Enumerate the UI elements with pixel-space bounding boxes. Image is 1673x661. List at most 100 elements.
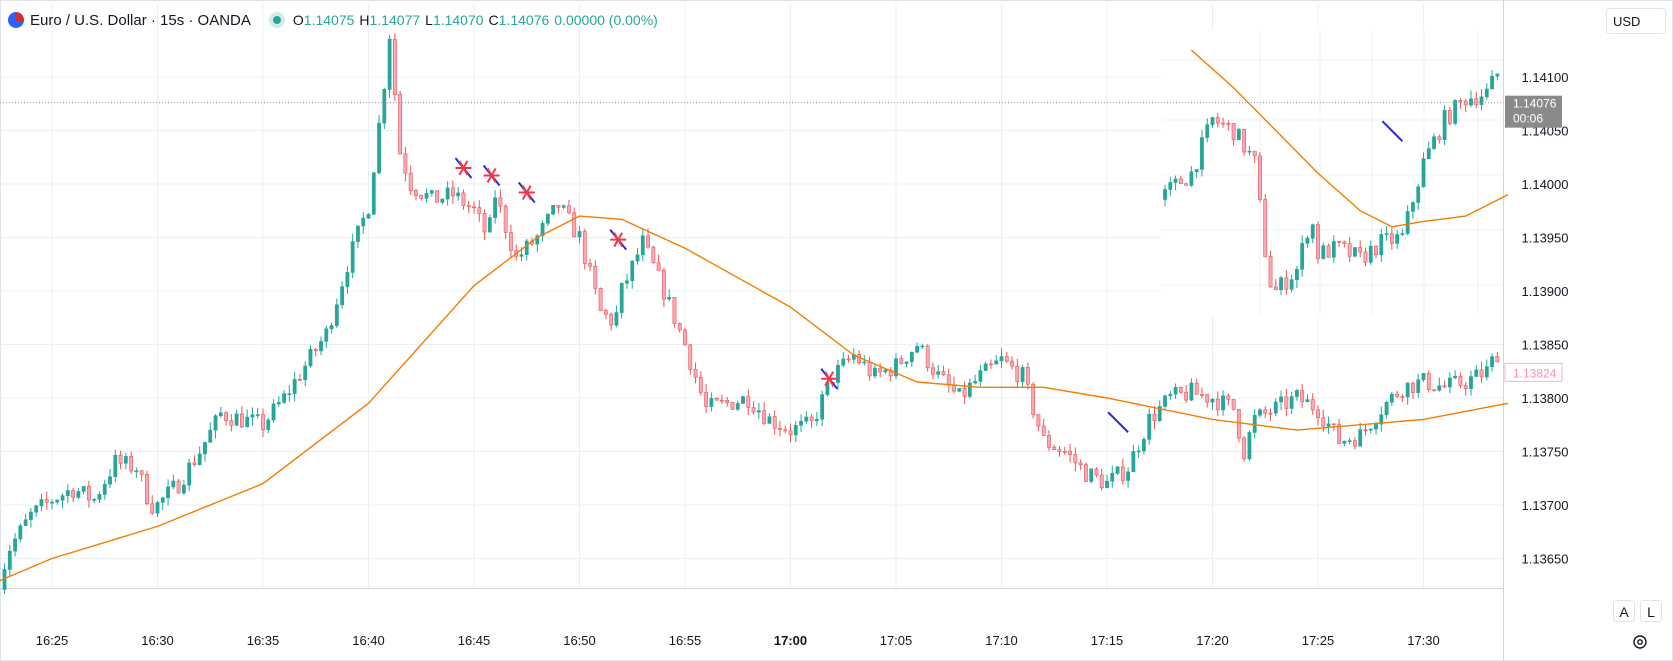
candle (39, 493, 44, 512)
candle-body (957, 388, 962, 392)
candle-body (181, 484, 186, 494)
candle-body (524, 240, 529, 255)
symbol-title[interactable]: Euro / U.S. Dollar · 15s · OANDA (30, 11, 251, 29)
candle (224, 411, 228, 426)
candle-body (577, 231, 582, 238)
candle-body (319, 341, 323, 352)
candle (1036, 414, 1041, 431)
candle (1163, 394, 1167, 410)
candle-body (1321, 245, 1326, 259)
candle (1089, 468, 1094, 484)
candle-body (1168, 182, 1173, 190)
candle-body (1474, 369, 1479, 377)
candle (308, 345, 313, 368)
candle-body (171, 480, 176, 488)
candle-body (967, 382, 972, 397)
market-status-icon[interactable] (272, 16, 281, 24)
candle (276, 396, 281, 407)
candle (1289, 274, 1294, 293)
candle (688, 344, 693, 375)
log-scale-button[interactable]: L (1640, 600, 1662, 622)
candle-body (799, 420, 803, 426)
candle (1258, 152, 1262, 203)
candle (477, 200, 482, 222)
trade-marker-star (482, 164, 501, 187)
candle-body (814, 418, 819, 421)
candle-body (1416, 379, 1421, 393)
candle (298, 373, 302, 381)
candle (345, 265, 350, 294)
candle-body (772, 416, 777, 429)
candle (1142, 436, 1146, 455)
candle (1221, 390, 1225, 416)
candle-body (1469, 98, 1473, 106)
candle-body (1236, 128, 1241, 141)
candle (1279, 275, 1283, 295)
candle (1337, 418, 1342, 445)
candle-body (1463, 385, 1468, 390)
high-label: H (359, 12, 370, 28)
candle (836, 359, 840, 390)
candle-body (872, 367, 877, 377)
candle (65, 484, 70, 504)
candle-body (1437, 136, 1442, 141)
candle (772, 410, 777, 435)
candle (1263, 406, 1268, 419)
candle (13, 533, 17, 557)
candle-body (1194, 169, 1199, 173)
candle-body (382, 89, 387, 124)
candle-body (1379, 414, 1384, 425)
candle-body (1395, 393, 1400, 397)
candle-body (1047, 435, 1051, 448)
candle-body (1469, 376, 1473, 390)
candle (87, 480, 91, 508)
candle-body (197, 453, 202, 465)
candle (925, 344, 930, 372)
settings-gear-icon[interactable] (1632, 634, 1648, 650)
candle (414, 188, 418, 201)
y-axis-tick-label: 1.13800 (1522, 391, 1569, 406)
candle-body (619, 282, 624, 313)
candle-body (1495, 356, 1500, 363)
y-axis-tick-label: 1.14000 (1522, 177, 1569, 192)
candle (387, 35, 392, 98)
candle-body (989, 363, 993, 366)
candle-body (1400, 233, 1405, 235)
candle (598, 287, 603, 311)
candle (1389, 391, 1394, 406)
candle-body (888, 369, 893, 377)
candle (572, 207, 577, 238)
candle-body (324, 328, 329, 342)
candle-body (1421, 373, 1426, 381)
candle (920, 343, 925, 349)
candle (915, 342, 920, 354)
candle (735, 400, 740, 412)
candle-body (561, 205, 566, 208)
candle-body (756, 410, 761, 413)
candle-body (1242, 437, 1247, 460)
candle-body (809, 416, 814, 421)
candle (1453, 99, 1458, 126)
candle (635, 247, 640, 265)
candle-body (271, 403, 276, 421)
candle (1210, 116, 1215, 128)
candle-body (667, 296, 672, 300)
currency-select[interactable]: USD (1606, 8, 1666, 34)
candle-body (1263, 409, 1268, 414)
candle (398, 90, 403, 155)
candle-body (883, 369, 888, 373)
candle-body (688, 344, 693, 370)
marker-star-arm (458, 160, 469, 176)
candle (730, 401, 735, 410)
inset-background (1162, 30, 1502, 315)
candle-body (962, 388, 967, 397)
candle-body (1052, 446, 1057, 450)
candle-body (762, 410, 767, 424)
auto-scale-button[interactable]: A (1613, 600, 1635, 622)
candle-body (1295, 390, 1299, 397)
candle-body (1326, 245, 1331, 258)
candle (255, 408, 260, 419)
candle (50, 499, 54, 510)
candle-body (983, 363, 988, 371)
